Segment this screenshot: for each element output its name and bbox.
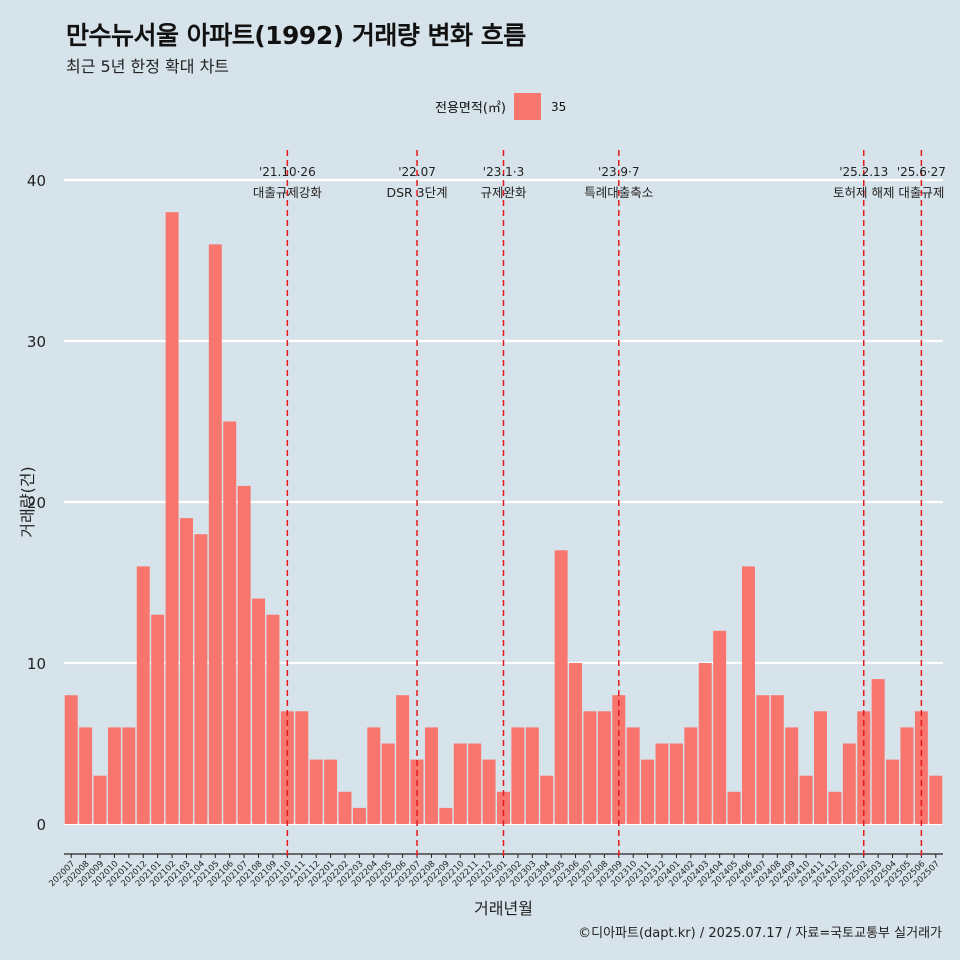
event-date-label: '23.1·3 (483, 165, 524, 179)
bar (424, 727, 438, 824)
bar (612, 695, 626, 824)
legend-title: 전용면적(㎡) (435, 101, 506, 116)
bar (525, 727, 539, 824)
bar (208, 244, 222, 824)
bar (107, 727, 121, 824)
y-tick-label: 0 (36, 816, 46, 834)
bar (886, 759, 900, 824)
bar (770, 695, 784, 824)
legend-swatch (513, 93, 541, 120)
bar (295, 711, 309, 824)
bar (151, 614, 165, 824)
bar (857, 711, 871, 824)
event-date-label: '22.07 (398, 165, 436, 179)
bar (713, 630, 727, 824)
event-label: DSR 3단계 (386, 185, 447, 200)
bar (655, 743, 669, 824)
bar (828, 791, 842, 824)
bar (223, 421, 237, 824)
bar (756, 695, 770, 824)
bar (641, 759, 655, 824)
event-label: 규제완화 (480, 185, 527, 200)
event-date-label: '25.6·27 (897, 165, 946, 179)
bar (727, 791, 741, 824)
event-label: 대출규제 (898, 185, 944, 200)
legend-label: 35 (550, 99, 567, 114)
bar (237, 485, 251, 824)
bar (352, 807, 366, 824)
bar (583, 711, 597, 824)
bar (597, 711, 611, 824)
bar (871, 679, 885, 824)
bar (669, 743, 683, 824)
bar (64, 695, 78, 824)
bar (165, 212, 179, 824)
bar (814, 711, 828, 824)
bar (194, 534, 208, 824)
event-date-label: '25.2.13 (839, 165, 888, 179)
chart-subtitle: 최근 5년 한정 확대 차트 (66, 57, 230, 76)
event-label: 대출규제강화 (253, 185, 323, 200)
event-date-label: '21.10·26 (259, 165, 316, 179)
bar (252, 598, 266, 824)
bar (569, 663, 583, 824)
bar (626, 727, 640, 824)
bar (468, 743, 482, 824)
bar (698, 663, 712, 824)
bar (741, 566, 755, 824)
bar (396, 695, 410, 824)
source-caption: ©디아파트(dapt.kr) / 2025.07.17 / 자료=국토교통부 실… (578, 926, 942, 941)
y-axis-title: 거래량(건) (18, 466, 37, 537)
y-tick-label: 30 (27, 333, 46, 351)
bar (684, 727, 698, 824)
bar (266, 614, 280, 824)
bar (842, 743, 856, 824)
event-date-label: '23.9·7 (598, 165, 639, 179)
bar (482, 759, 496, 824)
bar (309, 759, 323, 824)
bar (799, 775, 813, 824)
bar (179, 518, 193, 824)
bar (540, 775, 554, 824)
bar (338, 791, 352, 824)
bar (367, 727, 381, 824)
bar (136, 566, 150, 824)
event-label: 특례대출축소 (584, 185, 653, 200)
bar (324, 759, 338, 824)
bar (381, 743, 395, 824)
chart-title: 만수뉴서울 아파트(1992) 거래량 변화 흐름 (66, 21, 526, 50)
bar (511, 727, 525, 824)
x-axis-title: 거래년월 (474, 899, 533, 918)
bar (929, 775, 943, 824)
legend: 전용면적(㎡) 35 (435, 93, 566, 120)
y-tick-label: 40 (27, 172, 46, 190)
event-label: 토허제 해제 (833, 185, 894, 200)
bar (900, 727, 914, 824)
bar (93, 775, 107, 824)
bar (785, 727, 799, 824)
bar (122, 727, 136, 824)
bar (554, 550, 568, 824)
bar (79, 727, 93, 824)
bar (280, 711, 294, 824)
y-tick-label: 20 (27, 494, 46, 512)
bar (914, 711, 928, 824)
bar (497, 791, 510, 824)
y-tick-label: 10 (27, 655, 46, 673)
bar (439, 807, 453, 824)
bar (453, 743, 467, 824)
